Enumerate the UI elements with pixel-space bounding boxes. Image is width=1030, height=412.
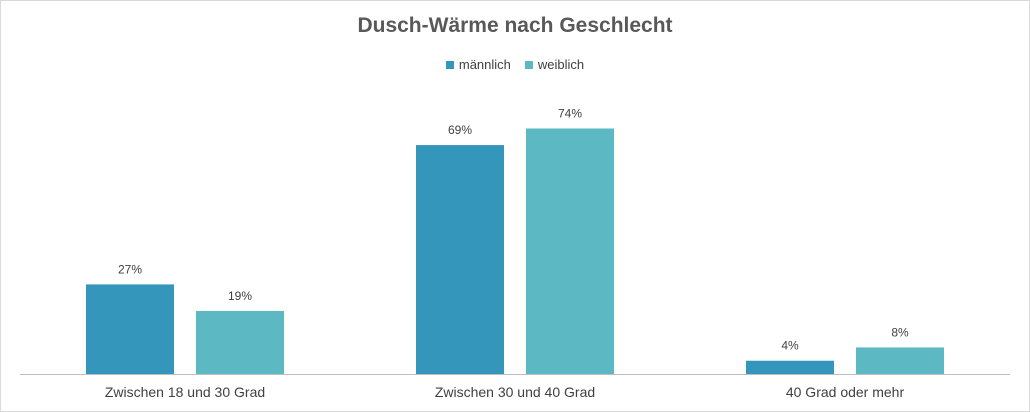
category-label-1: Zwischen 30 und 40 Grad (435, 384, 595, 400)
legend-item-series-1: weiblich (524, 57, 585, 72)
chart-title: Dusch-Wärme nach Geschlecht (357, 14, 673, 37)
data-label-series-0-cat-1: 69% (448, 123, 472, 137)
legend-label-series-1: weiblich (537, 57, 585, 72)
legend-label-series-0: männlich (458, 57, 511, 72)
data-label-series-1-cat-0: 19% (228, 289, 252, 303)
bar-series-0-cat-1 (416, 145, 504, 374)
bar-series-0-cat-0 (86, 284, 174, 374)
data-label-series-1-cat-1: 74% (558, 106, 582, 120)
data-label-series-0-cat-0: 27% (118, 262, 142, 276)
legend-item-series-0: männlich (445, 57, 511, 72)
category-label-2: 40 Grad oder mehr (786, 384, 905, 400)
bar-series-0-cat-2 (746, 360, 834, 374)
data-label-series-0-cat-2: 4% (781, 339, 799, 353)
legend-swatch-series-0 (445, 60, 454, 69)
bar-series-1-cat-2 (856, 347, 944, 374)
category-label-0: Zwischen 18 und 30 Grad (105, 384, 265, 400)
legend-swatch-series-1 (524, 60, 533, 69)
legend: männlich weiblich (0, 57, 1030, 72)
bar-series-1-cat-1 (526, 128, 614, 374)
data-label-series-1-cat-2: 8% (891, 325, 909, 339)
bar-series-1-cat-0 (196, 310, 284, 374)
